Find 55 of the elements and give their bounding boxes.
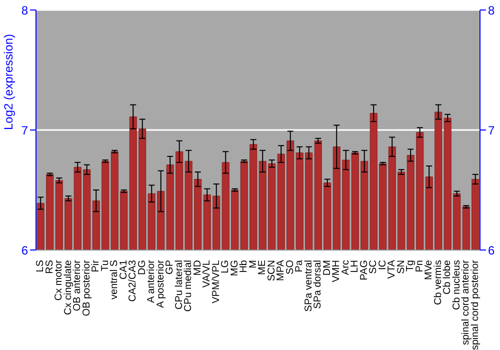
x-tick-label: MD bbox=[192, 260, 204, 276]
x-tick-label: SO bbox=[284, 260, 296, 274]
x-tick-label: CA1 bbox=[118, 260, 130, 280]
x-tick-label: Tu bbox=[100, 260, 111, 272]
x-tick-label: LH bbox=[350, 260, 361, 273]
x-tick-label: Cx cingulate bbox=[62, 260, 74, 316]
x-tick-label: VPM/VPL bbox=[210, 260, 222, 304]
x-tick-label: Hb bbox=[238, 260, 250, 273]
x-tick-label: MVe bbox=[424, 260, 435, 280]
x-tick-label: SCN bbox=[266, 260, 278, 282]
y2-tick-label: 8 bbox=[488, 3, 495, 18]
x-tick-label: LG bbox=[220, 260, 232, 274]
x-tick-label: Pa bbox=[294, 260, 306, 272]
x-tick-label: ventral S bbox=[109, 260, 120, 300]
x-tick-label: Cb lobe bbox=[442, 260, 454, 294]
x-tick-label: M bbox=[248, 260, 259, 268]
x-tick-label: Pn bbox=[414, 260, 426, 272]
x-tick-label: IC bbox=[377, 260, 388, 270]
x-tick-label: GP bbox=[164, 260, 176, 274]
x-tick-label: SN bbox=[396, 260, 407, 274]
x-tick-label: spinal cord anterior bbox=[460, 259, 472, 346]
x-tick-label: Arc bbox=[340, 260, 352, 275]
x-tick-label: MPA bbox=[276, 260, 287, 281]
x-tick-label: VA/VL bbox=[202, 260, 213, 288]
x-tick-label: OB anterior bbox=[72, 259, 84, 312]
y2-tick-label: 7 bbox=[488, 123, 495, 138]
x-tick-label: CA2/CA3 bbox=[128, 260, 139, 302]
y-tick-label: 6 bbox=[21, 243, 28, 258]
x-tick-label: MG bbox=[229, 260, 240, 276]
x-tick-label: A posterior bbox=[155, 259, 166, 308]
x-tick-label: RS bbox=[44, 260, 56, 274]
x-tick-label: Cx motor bbox=[54, 259, 65, 301]
x-tick-label: ME bbox=[257, 260, 268, 275]
y2-tick-label: 6 bbox=[488, 243, 495, 258]
x-tick-label: LS bbox=[35, 260, 46, 272]
x-tick-label: Cb nucleus bbox=[451, 260, 462, 310]
x-tick-label: SC bbox=[368, 260, 380, 274]
x-tick-label: CPu medial bbox=[183, 260, 194, 312]
y-tick-label: 8 bbox=[21, 3, 28, 18]
y-tick-label: 7 bbox=[21, 123, 28, 138]
x-tick-label: DG bbox=[136, 260, 148, 275]
x-tick-label: Tg bbox=[405, 260, 416, 272]
x-tick-label: PAG bbox=[358, 260, 370, 280]
x-tick-label: Pir bbox=[90, 259, 102, 272]
x-tick-label: A anterior bbox=[146, 259, 158, 303]
x-tick-label: OB posterior bbox=[81, 259, 92, 316]
x-tick-label: spinal cord posterior bbox=[470, 259, 481, 350]
x-tick-label: SPa ventral bbox=[303, 260, 314, 312]
x-tick-label: Cb vermis bbox=[432, 260, 444, 306]
y-axis-title: Log2 (expression) bbox=[1, 34, 16, 130]
x-tick-label: VTA bbox=[386, 260, 398, 279]
x-tick-label: SPa dorsal bbox=[312, 260, 324, 309]
x-tick-label: DM bbox=[322, 260, 333, 276]
x-tick-label: CPu lateral bbox=[174, 260, 185, 310]
x-tick-label: VMH bbox=[331, 260, 342, 282]
